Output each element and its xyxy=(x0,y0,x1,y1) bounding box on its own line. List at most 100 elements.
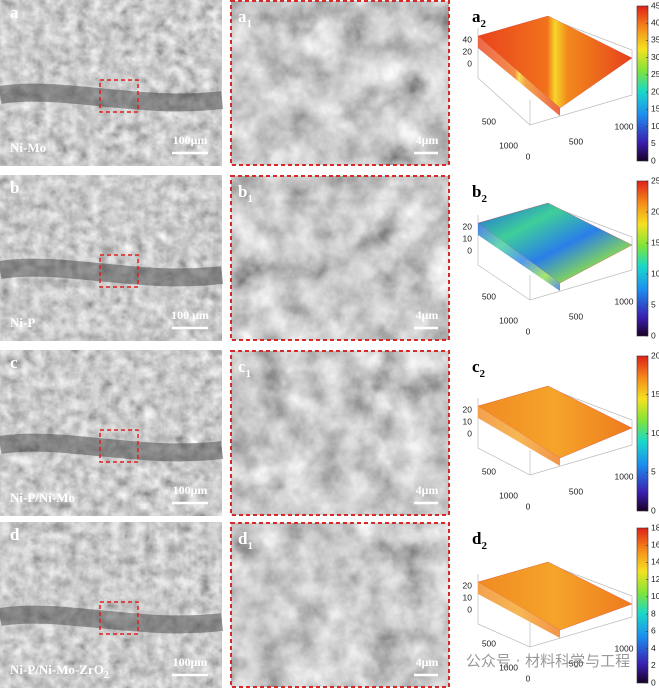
scale-bar-label: 100μm xyxy=(173,133,208,147)
label-letter: c xyxy=(238,357,246,376)
x-tick-label: 500 xyxy=(569,486,583,496)
x-tick-label: 500 xyxy=(569,311,583,321)
x-tick-label: 0 xyxy=(526,673,531,683)
sem-track xyxy=(0,258,224,287)
colorbar-tick-label: 16 xyxy=(651,539,659,549)
surface xyxy=(477,202,633,284)
sample-text: Ni-P/Ni-Mo-ZrO xyxy=(10,662,104,677)
colorbar-tick-label: 25 xyxy=(651,175,659,185)
colorbar-tick-label: 0 xyxy=(651,155,656,165)
label-subscript: 2 xyxy=(481,18,487,30)
scale-bar-label: 100μm xyxy=(173,483,208,497)
label-subscript: 2 xyxy=(481,193,487,205)
colorbar-tick-label: 0 xyxy=(651,677,656,687)
sample-text: Ni-Mo xyxy=(10,140,46,155)
colorbar-tick-label: 45 xyxy=(651,0,659,10)
label-letter: b xyxy=(472,182,481,201)
sample-name: Ni-Mo xyxy=(10,140,46,155)
label-letter: a xyxy=(238,7,247,26)
panel-label: a2 xyxy=(472,7,487,30)
x-tick-label: 0 xyxy=(526,326,531,336)
scale-bar-label: 4μm xyxy=(416,308,439,322)
x-tick-label: 1000 xyxy=(615,121,634,131)
sample-name: Ni-P/Ni-Mo-ZrO2 xyxy=(10,662,109,681)
colorbar-tick-label: 30 xyxy=(651,52,659,62)
colorbar-tick-label: 20 xyxy=(651,350,659,360)
x-tick-label: 0 xyxy=(526,501,531,511)
zoom-image xyxy=(230,175,450,341)
label-letter: a xyxy=(472,7,481,26)
colorbar-tick-label: 10 xyxy=(651,428,659,438)
sample-text: Ni-P/Ni-Mo xyxy=(10,490,75,505)
sem-image xyxy=(0,175,222,341)
x-tick-label: 0 xyxy=(526,151,531,161)
panel-row: bNi-P 100 μmb14μmb20102050010000500100005… xyxy=(0,175,659,341)
sem-image xyxy=(0,350,222,516)
z-tick-label: 20 xyxy=(463,46,473,56)
sem-image xyxy=(0,0,222,166)
label-subscript: 1 xyxy=(247,540,253,552)
colorbar-tick-label: 10 xyxy=(651,591,659,601)
panel-row: cNi-P/Ni-Mo 100μmc14μmc201020500100005001… xyxy=(0,350,659,516)
y-tick-label: 1000 xyxy=(499,662,518,672)
surface xyxy=(477,15,633,109)
sem-image xyxy=(0,522,222,688)
z-tick-label: 20 xyxy=(463,404,473,414)
zoom-border xyxy=(230,350,450,516)
z-tick-label: 10 xyxy=(463,416,473,426)
colorbar-tick-label: 0 xyxy=(651,330,656,340)
colorbar-tick-label: 15 xyxy=(651,389,659,399)
label-subscript: 1 xyxy=(247,193,253,205)
surface xyxy=(477,385,633,459)
colorbar-tick-label: 8 xyxy=(651,608,656,618)
panel-label: b2 xyxy=(472,182,487,205)
panel-label: a xyxy=(10,3,19,22)
y-tick-label: 500 xyxy=(482,291,496,301)
colorbar xyxy=(636,5,649,162)
colorbar-tick-label: 15 xyxy=(651,104,659,114)
colorbar-tick-label: 40 xyxy=(651,17,659,27)
panel-label: d1 xyxy=(238,529,253,552)
panel-label: c xyxy=(10,353,18,372)
sem-track xyxy=(0,605,224,634)
colorbar-tick-label: 5 xyxy=(651,467,656,477)
colorbar-tick-label: 15 xyxy=(651,237,659,247)
label-letter: d xyxy=(472,529,482,548)
surface-side xyxy=(478,406,560,466)
surface xyxy=(477,561,633,631)
label-subscript: 1 xyxy=(246,368,252,380)
zoom-image xyxy=(230,522,450,688)
colorbar-tick-label: 10 xyxy=(651,268,659,278)
sem-track xyxy=(0,433,224,462)
colorbar-tick-label: 4 xyxy=(651,643,656,653)
sample-subscript: 2 xyxy=(104,670,109,681)
colorbar-tick-label: 5 xyxy=(651,299,656,309)
axis-box xyxy=(477,387,633,476)
scale-bar-label: 4μm xyxy=(416,655,439,669)
z-tick-label: 10 xyxy=(463,592,473,602)
axis-box xyxy=(477,204,633,301)
panel-row: aNi-Mo 100μma14μma20204050010000500100005… xyxy=(0,0,659,166)
panel-label: d2 xyxy=(472,529,487,552)
y-tick-label: 1000 xyxy=(499,140,518,150)
colorbar-tick-label: 2 xyxy=(651,660,656,670)
scale-bar-label: 100 μm xyxy=(171,308,209,322)
colorbar-tick-label: 14 xyxy=(651,557,659,567)
surface-side xyxy=(478,36,560,116)
axis-box xyxy=(477,17,633,126)
z-tick-label: 0 xyxy=(467,604,472,614)
y-tick-label: 1000 xyxy=(499,490,518,500)
zoom-image xyxy=(230,0,450,166)
sample-name: Ni-P/Ni-Mo xyxy=(10,490,75,505)
axis-box xyxy=(477,563,633,648)
y-tick-label: 1000 xyxy=(499,315,518,325)
y-tick-label: 500 xyxy=(482,466,496,476)
label-subscript: 2 xyxy=(481,540,487,552)
colorbar xyxy=(636,527,649,684)
sample-text: Ni-P xyxy=(10,315,35,330)
z-tick-label: 20 xyxy=(463,221,473,231)
colorbar-tick-label: 20 xyxy=(651,206,659,216)
label-letter: d xyxy=(238,529,248,548)
